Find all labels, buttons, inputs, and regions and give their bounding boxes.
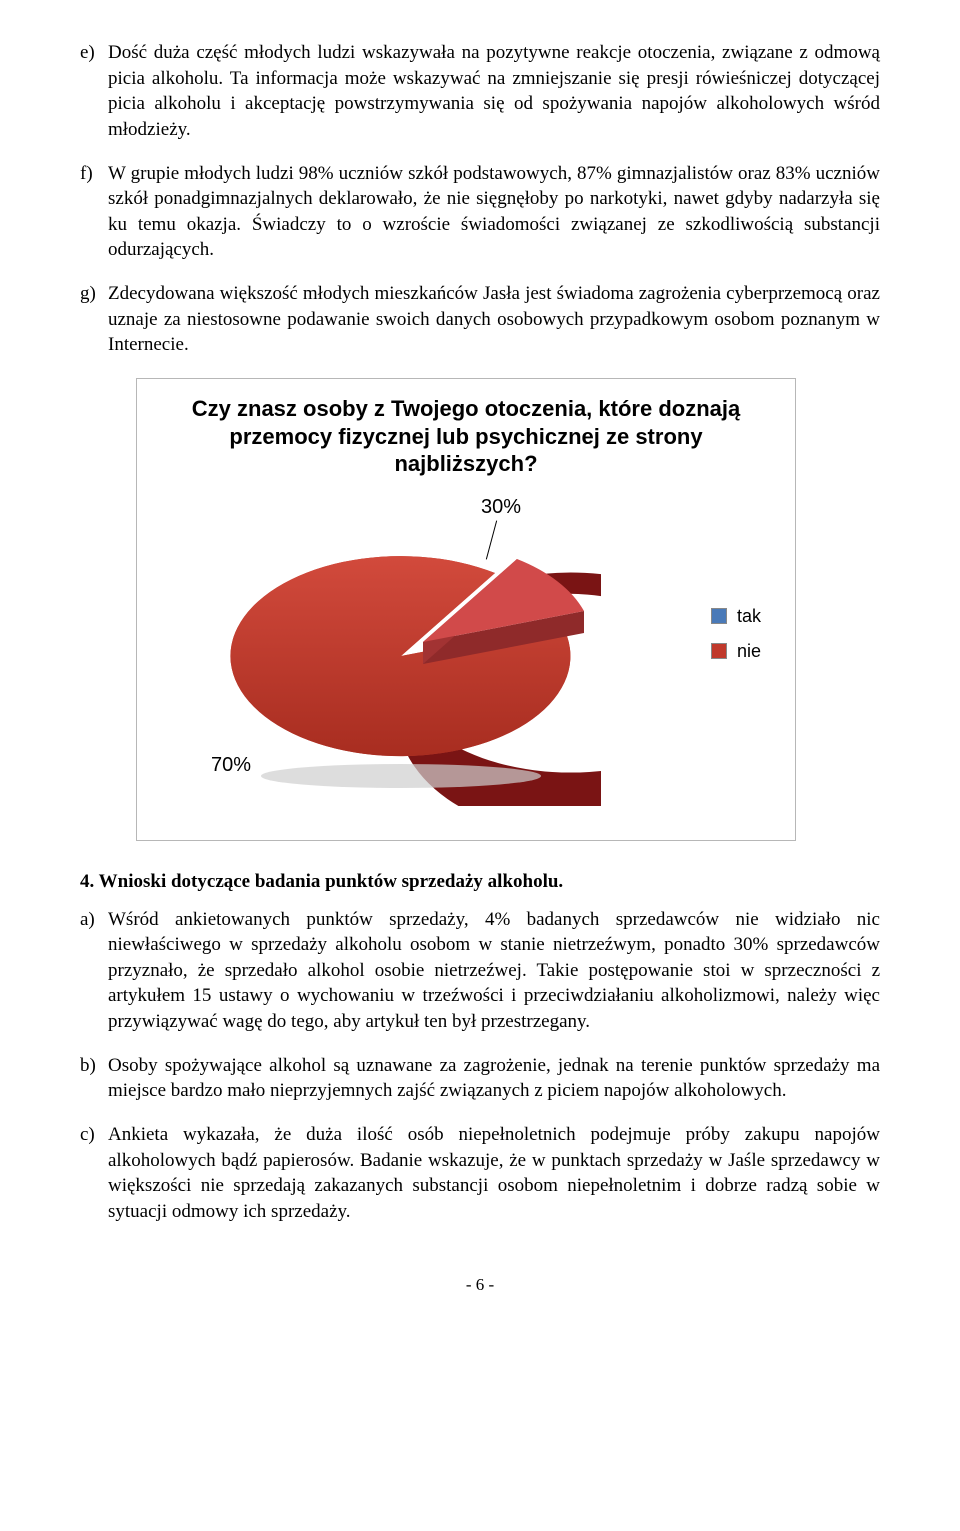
list-marker: e) [80, 40, 108, 143]
list-body: Ankieta wykazała, że duża ilość osób nie… [108, 1122, 880, 1225]
list-item-g: g) Zdecydowana większość młodych mieszka… [80, 281, 880, 358]
document-page: e) Dość duża część młodych ludzi wskazyw… [0, 0, 960, 1335]
legend-label-tak: tak [737, 606, 761, 627]
list-body: Wśród ankietowanych punktów sprzedaży, 4… [108, 907, 880, 1035]
legend-item-tak: tak [711, 606, 761, 627]
list-item-4b: b) Osoby spożywające alkohol są uznawane… [80, 1053, 880, 1104]
list-marker: f) [80, 161, 108, 264]
page-number: - 6 - [80, 1275, 880, 1295]
list-item-e: e) Dość duża część młodych ludzi wskazyw… [80, 40, 880, 143]
list-item-4c: c) Ankieta wykazała, że duża ilość osób … [80, 1122, 880, 1225]
chart-legend: tak nie [711, 606, 761, 676]
pie-chart [201, 506, 601, 806]
list-body: Dość duża część młodych ludzi wskazywała… [108, 40, 880, 143]
legend-swatch-tak [711, 608, 727, 624]
chart-label-nie-pct: 70% [211, 754, 251, 777]
chart-label-tak-pct: 30% [481, 496, 521, 519]
list-marker: b) [80, 1053, 108, 1104]
chart-title: Czy znasz osoby z Twojego otoczenia, któ… [171, 395, 761, 478]
list-body: Zdecydowana większość młodych mieszkańcó… [108, 281, 880, 358]
list-item-f: f) W grupie młodych ludzi 98% uczniów sz… [80, 161, 880, 264]
pie-shadow [261, 764, 541, 788]
list-item-4a: a) Wśród ankietowanych punktów sprzedaży… [80, 907, 880, 1035]
legend-swatch-nie [711, 643, 727, 659]
list-body: Osoby spożywające alkohol są uznawane za… [108, 1053, 880, 1104]
legend-item-nie: nie [711, 641, 761, 662]
list-marker: c) [80, 1122, 108, 1225]
list-marker: a) [80, 907, 108, 1035]
list-body: W grupie młodych ludzi 98% uczniów szkół… [108, 161, 880, 264]
section-4-heading: 4. Wnioski dotyczące badania punktów spr… [80, 871, 880, 893]
pie-chart-frame: Czy znasz osoby z Twojego otoczenia, któ… [136, 378, 796, 841]
chart-body: 30% 70% tak nie [151, 496, 781, 826]
list-marker: g) [80, 281, 108, 358]
legend-label-nie: nie [737, 641, 761, 662]
